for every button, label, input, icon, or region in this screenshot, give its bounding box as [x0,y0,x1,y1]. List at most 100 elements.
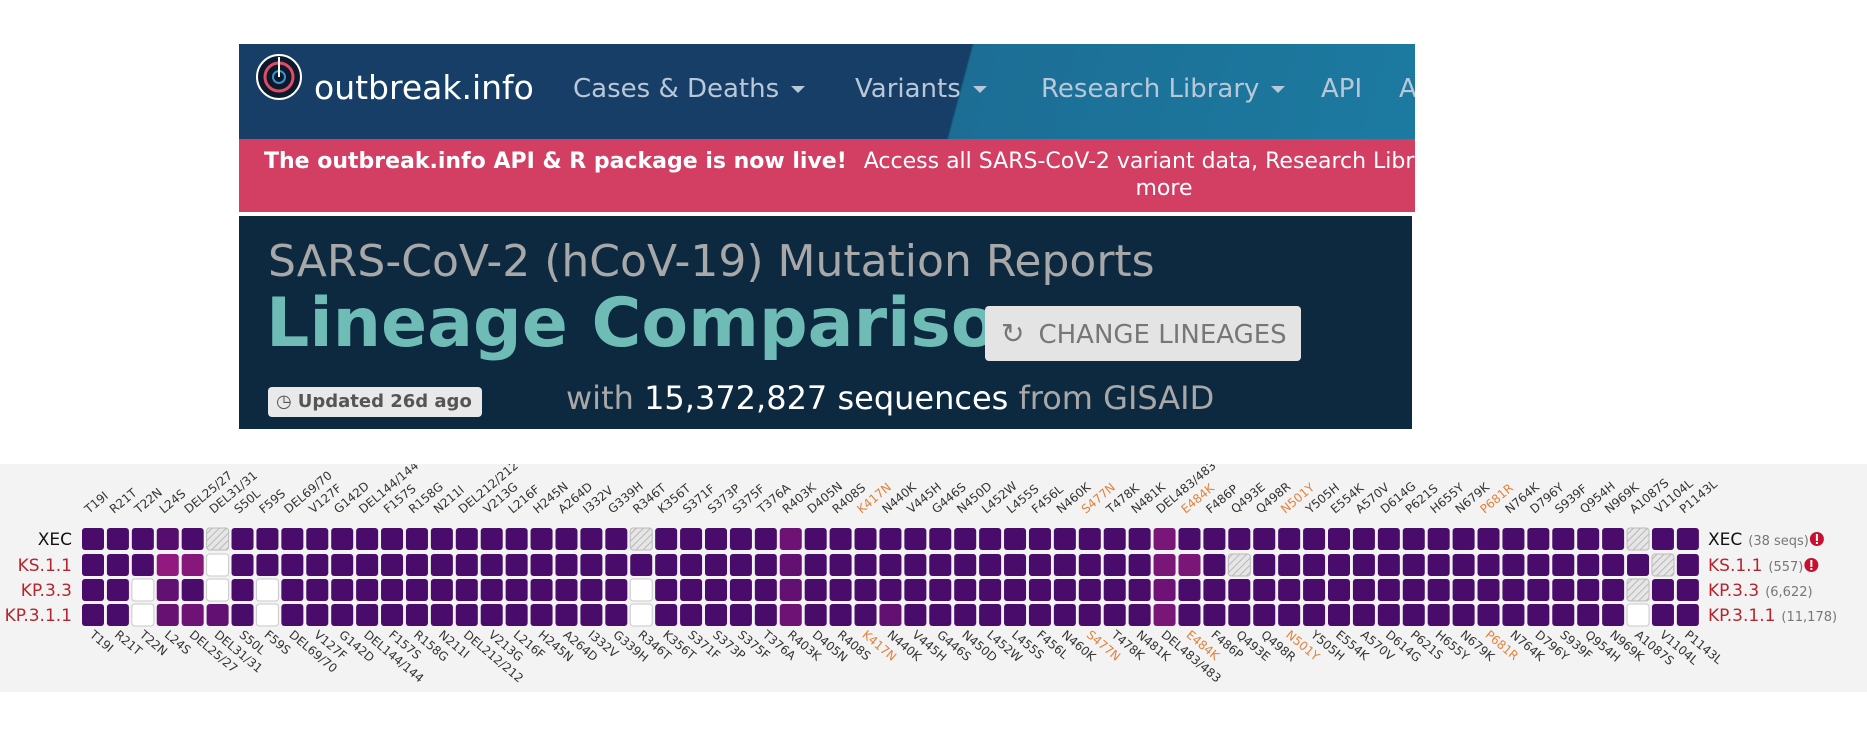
heatmap-cell [1303,579,1326,601]
sequence-count: (6,622) [1765,585,1812,600]
heatmap-cell [281,579,304,601]
heatmap-cell [106,528,129,550]
heatmap-cell [1502,528,1525,550]
heatmap-cell [879,604,902,626]
banner-message[interactable]: Access all SARS-CoV-2 variant data, Rese… [863,149,1415,174]
heatmap-cell [1078,579,1101,601]
banner-more[interactable]: more [1135,176,1193,201]
heatmap-cell [255,578,279,602]
heatmap-cell [281,604,304,626]
heatmap-cell [256,554,279,576]
heatmap-cell [1402,604,1425,626]
heatmap-cell [1228,604,1251,626]
summary-text: from GISAID [1018,379,1215,417]
nav-menu[interactable]: Research Library [1041,74,1286,104]
row-label: KP.3.3 [21,581,72,601]
nav-menu[interactable]: Variants [855,74,987,104]
row-label-right: XEC (38 seqs) [1708,530,1809,550]
heatmap-cell [1452,604,1475,626]
heatmap-cell [829,554,852,576]
heatmap-cell [1502,554,1525,576]
heatmap-cell [1203,579,1226,601]
nav-item[interactable]: Variants [855,74,961,104]
column-label: F59S [262,628,294,658]
row-label-right: KP.3.1.1 (11,178) [1708,606,1837,626]
heatmap-cell [82,554,104,576]
heatmap-cell [480,528,503,550]
heatmap-cell [131,528,154,550]
heatmap-cell [1577,604,1600,626]
page-header: SARS-CoV-2 (hCoV-19) Mutation Reports Li… [239,216,1412,429]
heatmap-cell [1028,604,1051,626]
heatmap-cell [1078,528,1101,550]
heatmap-cell [231,579,254,601]
heatmap-cell [1477,528,1500,550]
heatmap-cell [1651,604,1674,626]
heatmap-cell [804,528,827,550]
heatmap-cell [381,554,404,576]
row-label: KP.3.1.1 [5,606,72,626]
lineage-name: XEC [1708,530,1742,550]
heatmap-cell [705,528,727,550]
heatmap-cell [630,554,653,576]
row-label-right: KS.1.1 (557) [1708,556,1803,576]
heatmap-cell [1352,528,1375,550]
nav-item[interactable]: A [1399,74,1415,104]
heatmap-cell [1228,579,1251,601]
nav-item[interactable]: Research Library [1041,74,1260,104]
heatmap-cell [904,554,927,576]
heatmap-cell [1303,604,1326,626]
heatmap-cell [1203,554,1226,576]
heatmap-cell [1577,554,1600,576]
nav-item[interactable]: Cases & Deaths [573,74,780,104]
heatmap-cell [281,554,304,576]
heatmap-cell [555,554,578,576]
heatmap-cell [131,603,155,627]
heatmap-cell [1552,604,1575,626]
heatmap-cell [1377,579,1400,601]
button-label[interactable]: CHANGE LINEAGES [1038,320,1287,350]
heatmap-cell [829,604,852,626]
warning-icon [1815,542,1818,544]
heatmap-cell [430,604,453,626]
heatmap-cell [131,578,155,602]
heatmap-cell [1527,528,1550,550]
heatmap-cell [306,579,329,601]
sequence-summary: with 15,372,827 sequences from GISAID [566,379,1214,417]
heatmap-cell [1004,604,1027,626]
heatmap-cell [629,603,653,627]
heatmap-cell [1303,554,1326,576]
heatmap-cell [1452,579,1475,601]
heatmap-cell [530,604,553,626]
brand[interactable]: outbreak.info [314,68,534,107]
heatmap-cell [705,554,727,576]
heatmap-cell [1402,528,1425,550]
nav-item[interactable]: API [1321,74,1363,104]
column-label: T22N [136,627,170,659]
logo[interactable] [255,53,303,101]
heatmap-cell [1602,604,1625,626]
heatmap-cell [1427,579,1450,601]
heatmap-cell [1253,604,1276,626]
heatmap-cell [1328,528,1350,550]
heatmap-cell [1278,528,1301,550]
nav-menu[interactable]: Cases & Deaths [573,74,806,104]
heatmap-cell [181,579,204,601]
column-label: R21T [112,628,145,659]
heatmap-cell [381,579,404,601]
heatmap-cell [156,604,179,626]
heatmap-cell [1328,554,1350,576]
heatmap-cell [455,579,478,601]
warning-icon [1810,560,1813,567]
heatmap-cell [804,554,827,576]
updated-text: Updated 26d ago [297,391,472,412]
change-lineages-button[interactable]: ↻ CHANGE LINEAGES [985,306,1301,361]
heatmap-cell [1078,604,1101,626]
heatmap-cell [1004,579,1027,601]
heatmap-cell [331,579,354,601]
heatmap-cell [1352,579,1375,601]
heatmap-cell [555,604,578,626]
heatmap-cell [106,579,129,601]
